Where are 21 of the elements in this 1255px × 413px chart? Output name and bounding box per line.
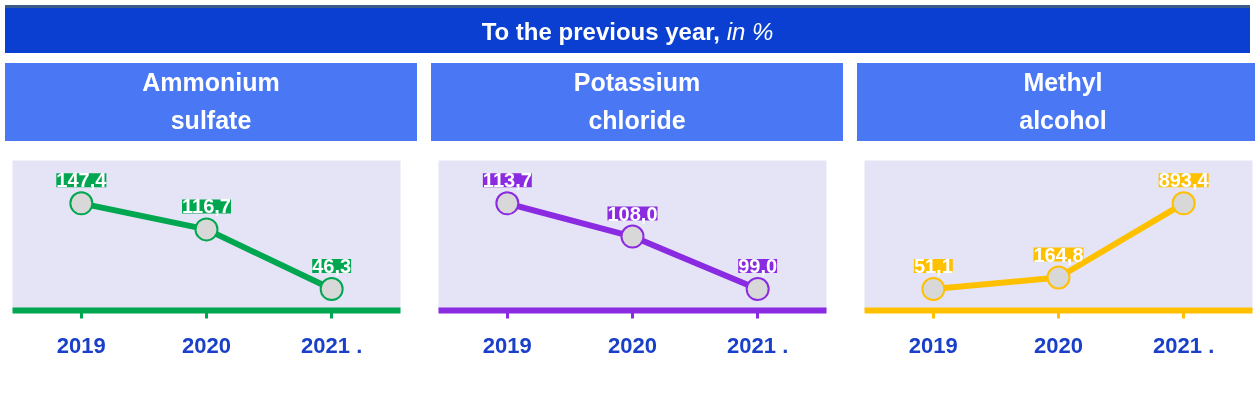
data-label: 99,0: [738, 255, 778, 278]
data-label: 116,7: [182, 195, 231, 218]
x-tick-label: 2020: [1034, 332, 1083, 358]
data-label: 164,8: [1033, 243, 1084, 266]
x-tick-label: 2020: [182, 332, 231, 358]
data-label: 46,3: [312, 255, 352, 278]
chart-title: Methyl alcohol: [1019, 67, 1107, 136]
chart-title: Ammonium sulfate: [142, 67, 280, 136]
x-tick-label: 2019: [908, 332, 958, 358]
x-tick-label: 2021 .: [1153, 332, 1215, 358]
data-label: 893,4: [1158, 169, 1210, 192]
data-label: 113,7: [482, 169, 532, 192]
chart-title: Potassium chloride: [573, 67, 701, 136]
x-tick-label: 2021 .: [301, 332, 363, 358]
data-label: 108,0: [607, 202, 658, 225]
x-tick-label: 2020: [608, 332, 657, 358]
text: To the previous year, in %: [481, 18, 774, 45]
x-tick-label: 2019: [482, 332, 532, 358]
x-tick-label: 2021 .: [727, 332, 789, 358]
x-tick-label: 2019: [56, 332, 106, 358]
data-label: 51,1: [913, 255, 953, 278]
